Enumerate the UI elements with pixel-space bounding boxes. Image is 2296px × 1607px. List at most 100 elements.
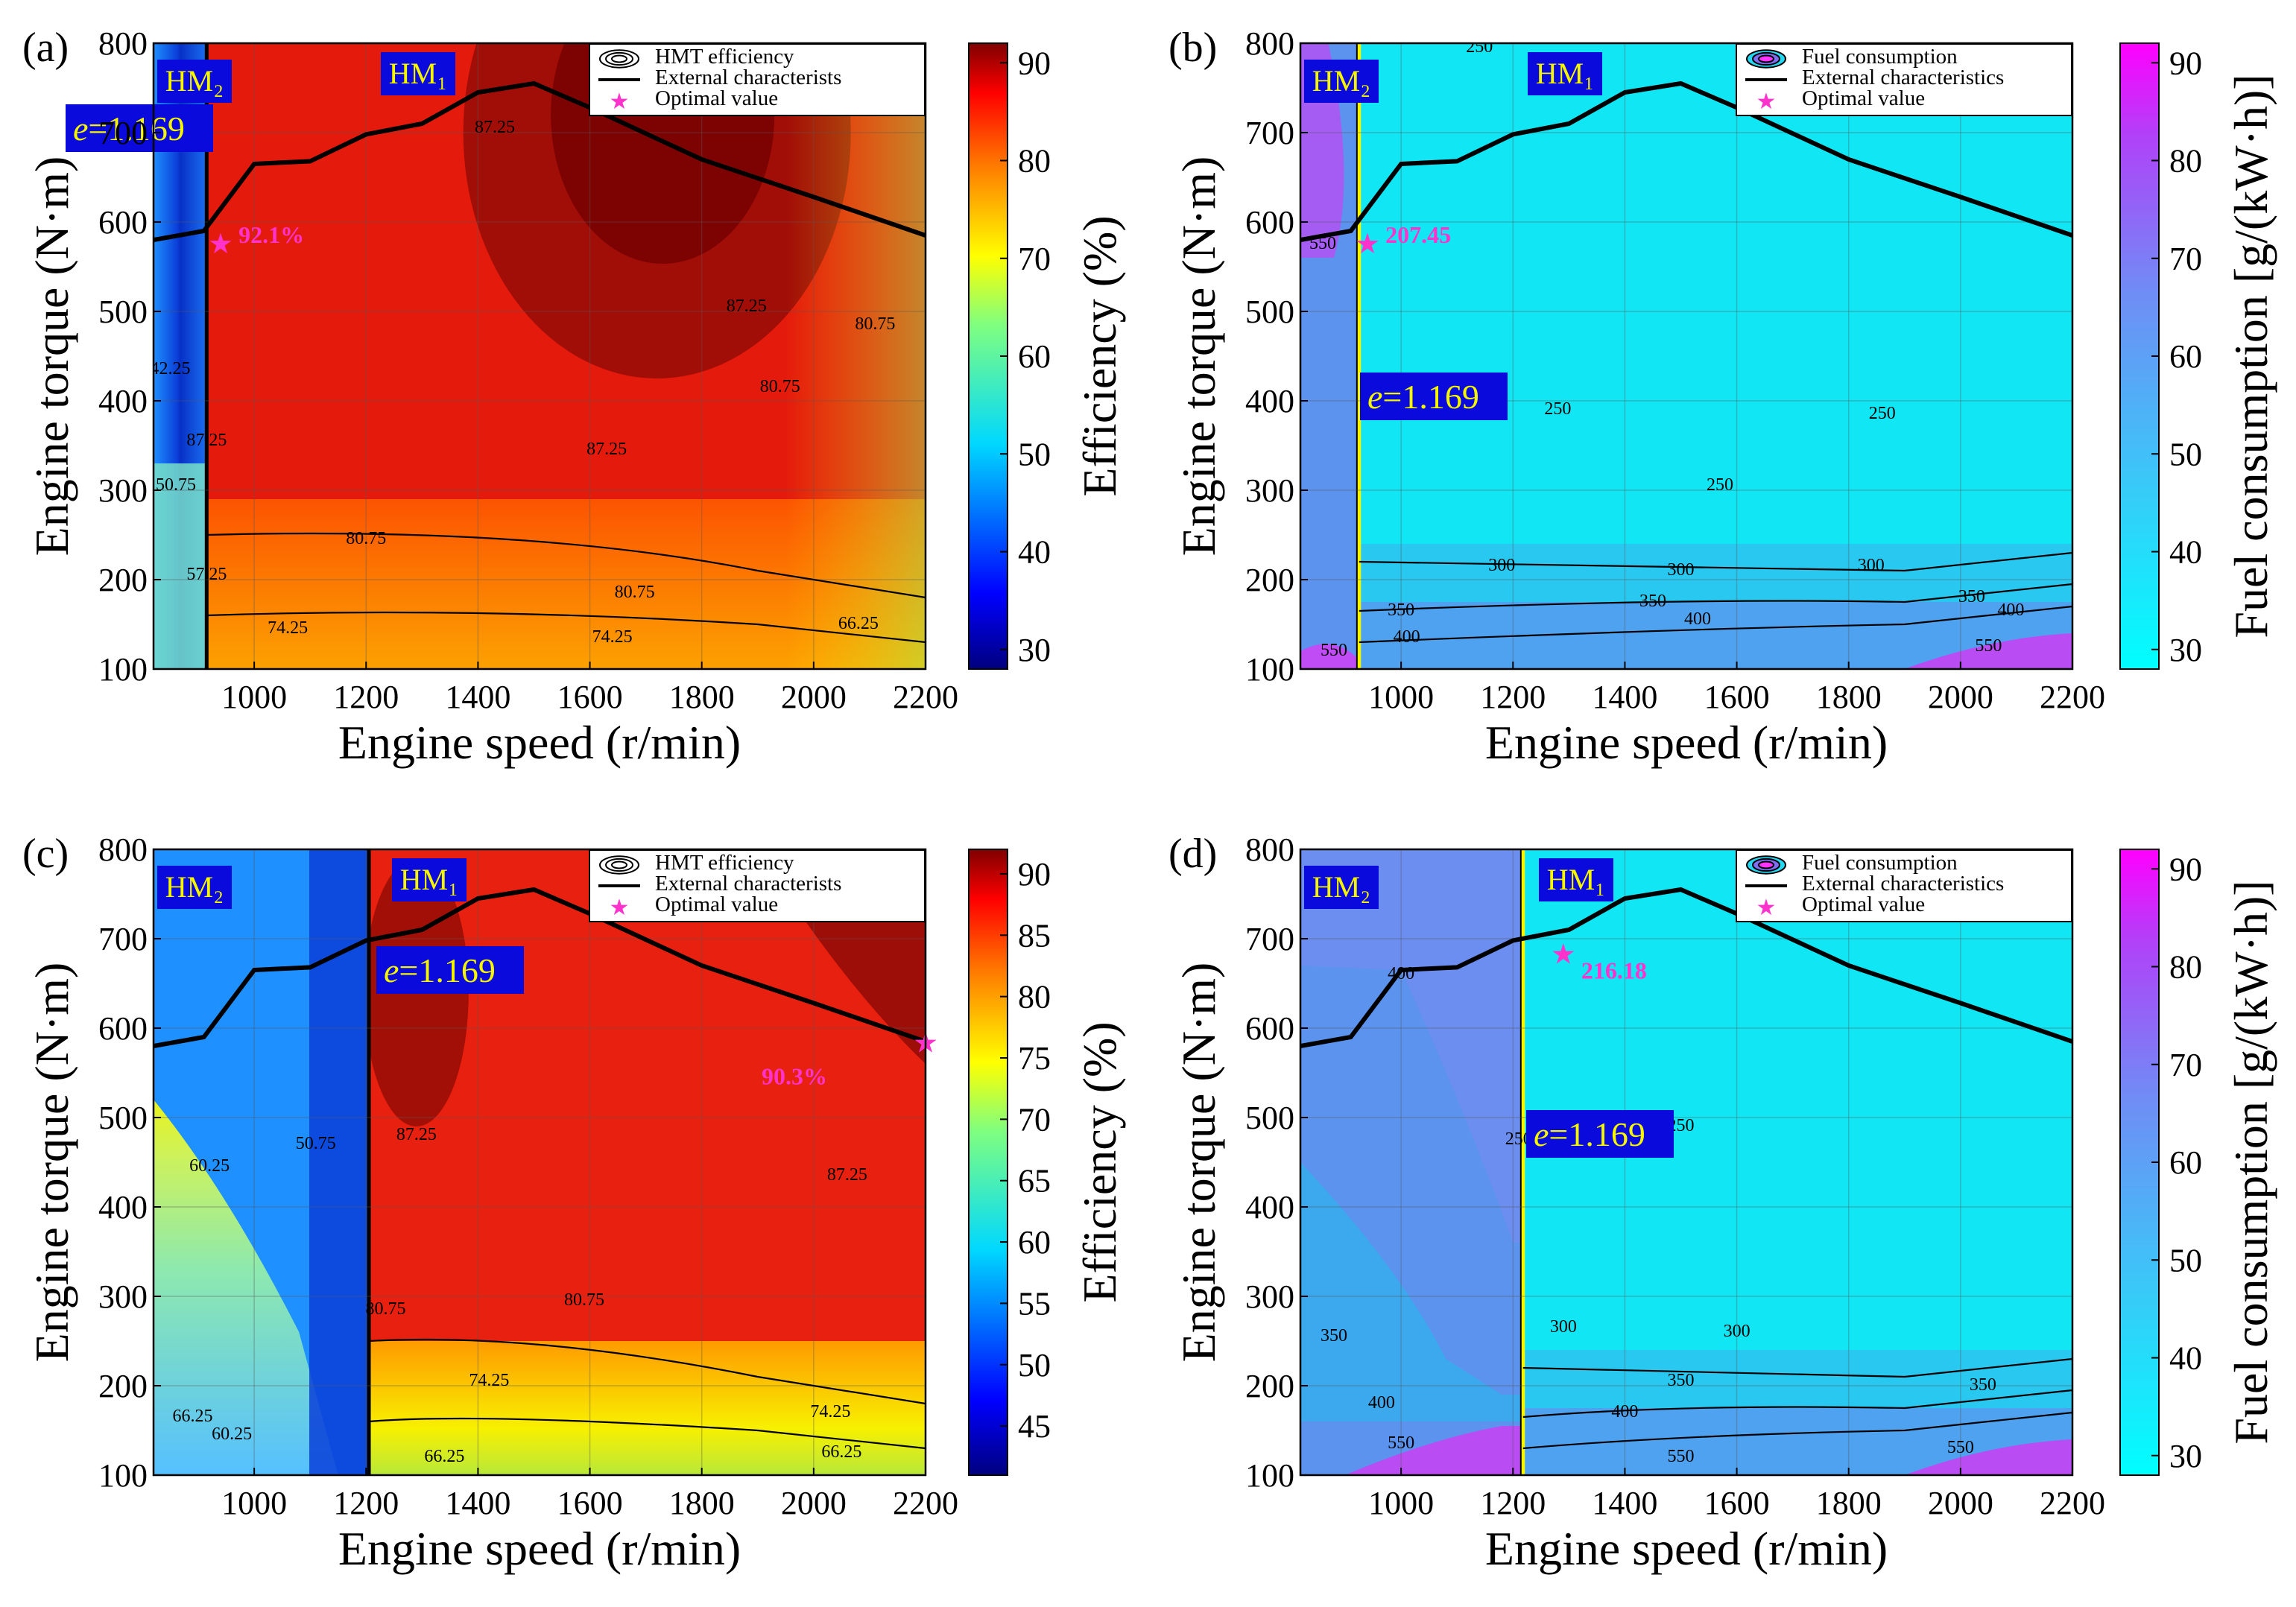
contour-value-label: 74.25 [592, 627, 633, 647]
external-characteristic-line [154, 887, 926, 1048]
panel-label: (b) [1168, 25, 1217, 71]
x-tick-label: 2200 [2040, 679, 2105, 715]
contour-value-label: 350 [1321, 1326, 1347, 1345]
contour-line [1359, 551, 2072, 572]
legend-entry: Optimal value [655, 86, 778, 110]
x-tick-label: 1800 [1816, 679, 1882, 715]
legend-star-icon: ★ [1756, 89, 1777, 114]
mode-label-hm1-box [392, 858, 467, 901]
contour-line [1522, 1411, 2072, 1450]
contour-value-label: 57.25 [186, 565, 227, 584]
contour-value-label: 66.25 [173, 1407, 213, 1426]
x-tick-label: 2200 [2040, 1485, 2105, 1521]
colorbar-label: Efficiency (%) [1073, 1021, 1126, 1302]
contour-value-label: 87.25 [586, 440, 627, 459]
mode-label-hm2-box [157, 60, 232, 103]
x-tick-label: 1600 [557, 679, 623, 715]
y-tick-label: 800 [98, 25, 148, 62]
contour-value-label: 50.75 [156, 475, 196, 495]
y-tick-label: 400 [98, 383, 148, 419]
ratio-label: e=1.169 [1534, 1115, 1645, 1153]
colorbar [968, 42, 1008, 670]
mode-label-hm2: HM₂ [165, 64, 224, 98]
mode-label-hm2: HM₂ [165, 870, 224, 904]
colorbar-tick-label: 80 [2169, 143, 2202, 180]
colorbar-tick-label: 70 [2169, 1047, 2202, 1083]
contour-value-label: 74.25 [810, 1402, 850, 1421]
contour-value-label: 550 [1947, 1438, 1974, 1457]
contour-line [206, 611, 926, 644]
contour-value-label: 80.75 [346, 529, 386, 548]
contour-value-label: 350 [1639, 592, 1666, 611]
y-tick-label: 200 [1245, 1368, 1294, 1404]
colorbar-tick-label: 60 [2169, 1144, 2202, 1181]
colorbar-tick-label: 80 [1018, 143, 1051, 180]
y-tick-label: 100 [1245, 651, 1294, 688]
mode-label-hm1: HM₁ [400, 863, 458, 896]
mode-label-hm2: HM₂ [1312, 870, 1370, 904]
external-characteristic-line [1300, 80, 2072, 242]
y-axis-label: Engine torque (N·m) [1172, 963, 1225, 1363]
x-tick-label: 2000 [1928, 679, 1993, 715]
contour-value-label: 87.25 [396, 1125, 437, 1144]
optimal-value-label: 216.18 [1581, 957, 1647, 984]
ratio-label-box [1526, 1110, 1674, 1158]
y-tick-label: 100 [98, 651, 148, 688]
optimal-point-marker: ★ [208, 229, 233, 260]
contour-value-label: 74.25 [268, 618, 308, 638]
contour-value-label: 50.75 [296, 1134, 336, 1153]
y-tick-label: 700 [1245, 115, 1294, 151]
x-axis-label: Engine speed (r/min) [1485, 716, 1888, 769]
x-tick-label: 2000 [781, 1485, 847, 1521]
y-tick-label: 300 [98, 1278, 148, 1315]
x-tick-label: 1600 [1704, 679, 1770, 715]
contour-line [206, 532, 926, 599]
contour-value-label: 74.25 [469, 1371, 509, 1390]
colorbar-label: Fuel consumption [g/(kW·h)] [2224, 880, 2277, 1444]
mode-label-hm1-box [1528, 52, 1602, 95]
x-tick-label: 1200 [1480, 679, 1546, 715]
x-tick-label: 1800 [669, 679, 735, 715]
x-tick-label: 1000 [1368, 679, 1434, 715]
legend-contour-icon [599, 855, 639, 875]
colorbar-tick-label: 40 [1018, 534, 1051, 571]
x-axis-label: Engine speed (r/min) [338, 716, 741, 769]
x-tick-label: 1200 [333, 1485, 399, 1521]
legend-star-icon: ★ [1756, 896, 1777, 920]
contour-value-label: 350 [1667, 1371, 1694, 1390]
colorbar-tick-label: 90 [1018, 856, 1051, 893]
contour-value-label: 250 [1869, 404, 1896, 423]
contour-value-label: 400 [1611, 1402, 1638, 1421]
legend-entry: Optimal value [1802, 893, 1925, 916]
colorbar [968, 849, 1008, 1476]
legend [589, 849, 926, 922]
contour-value-label: 350 [1970, 1375, 1996, 1395]
contour-value-label: 250 [1466, 37, 1493, 57]
contour-value-label: 550 [1309, 234, 1336, 253]
ratio-label-box [66, 104, 213, 152]
x-tick-label: 1400 [1592, 1485, 1657, 1521]
colorbar-tick-label: 90 [2169, 851, 2202, 887]
optimal-value-label: 90.3% [762, 1062, 827, 1089]
y-tick-label: 700 [1245, 921, 1294, 957]
colorbar-tick-label: 65 [1018, 1163, 1051, 1199]
contour-value-label: 300 [1667, 560, 1694, 580]
y-tick-label: 800 [1245, 25, 1294, 62]
chart-panel-c: 60.2566.2560.2550.7580.7587.2580.7574.25… [22, 831, 1126, 1575]
legend-entry: External characteristics [1802, 872, 2004, 896]
y-tick-label: 200 [98, 1368, 148, 1404]
colorbar-tick-label: 90 [1018, 45, 1051, 81]
y-tick-label: 200 [1245, 562, 1294, 598]
contour-value-label: 66.25 [838, 614, 879, 633]
contour-value-label: 80.75 [366, 1299, 406, 1319]
mode-label-hm1-box [1539, 858, 1613, 901]
contour-value-label: 300 [1858, 556, 1885, 575]
x-tick-label: 1000 [221, 1485, 287, 1521]
contour-value-label: 80.75 [855, 314, 895, 334]
y-tick-label: 300 [1245, 1278, 1294, 1315]
contour-value-label: 66.25 [424, 1447, 464, 1466]
